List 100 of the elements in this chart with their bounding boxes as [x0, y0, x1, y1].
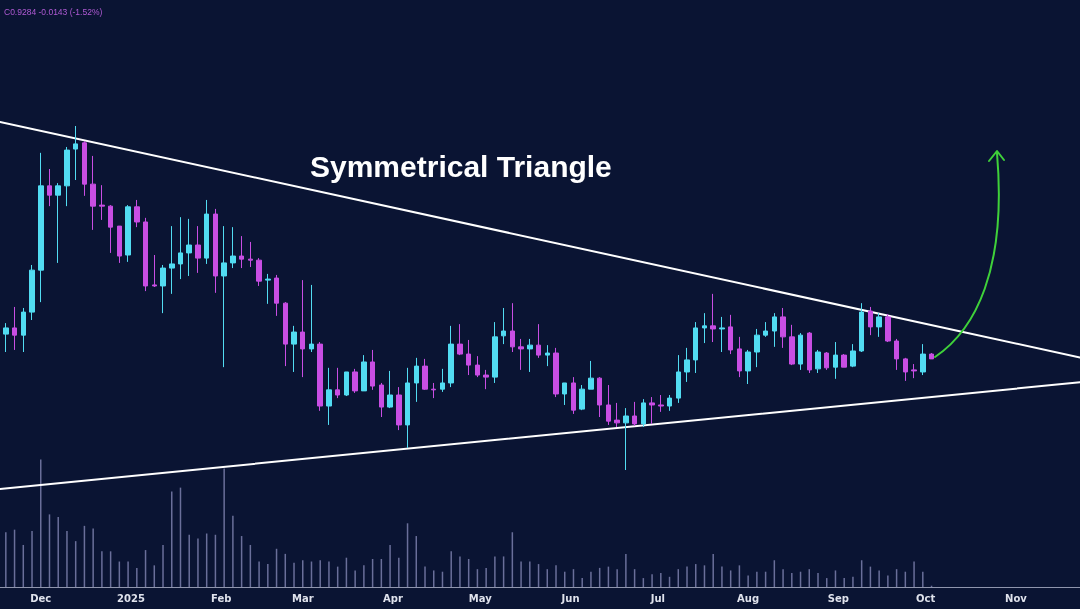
- candlestick: [64, 146, 70, 207]
- candlestick: [920, 343, 926, 376]
- x-tick-label: Jul: [649, 592, 666, 604]
- candlestick: [466, 339, 471, 376]
- candlestick: [632, 401, 637, 427]
- candlestick: [169, 225, 175, 295]
- candlestick: [597, 376, 602, 418]
- candlestick: [379, 382, 384, 418]
- candlestick: [833, 341, 838, 380]
- candlestick: [536, 323, 541, 359]
- candlestick: [876, 312, 882, 338]
- candlestick: [82, 140, 87, 197]
- candlestick: [361, 354, 367, 392]
- candlestick: [73, 125, 78, 181]
- candlestick: [903, 357, 908, 382]
- candlestick: [728, 314, 733, 355]
- candlestick: [772, 312, 777, 348]
- candlestick: [448, 325, 454, 388]
- x-tick-label: Apr: [383, 592, 403, 604]
- x-tick-label: Nov: [1005, 592, 1028, 604]
- candlestick: [317, 341, 323, 412]
- candlestick: [518, 338, 524, 371]
- candlestick: [352, 368, 358, 394]
- candlestick: [221, 225, 227, 368]
- candlestick: [134, 199, 140, 228]
- candlestick: [807, 331, 812, 374]
- x-tick-label: Oct: [916, 592, 936, 604]
- candlestick: [676, 354, 681, 404]
- candlestick: [571, 376, 576, 415]
- candlestick: [99, 184, 105, 221]
- candlestick: [405, 367, 410, 449]
- candlestick: [47, 168, 52, 207]
- candlestick: [492, 321, 498, 384]
- candlestick: [745, 349, 751, 385]
- candlestick: [475, 355, 480, 378]
- text: C0.9284 -0.0143 (-1.52%): [4, 6, 103, 17]
- candlestick: [789, 324, 795, 366]
- candlestick: [929, 352, 934, 360]
- candlestick: [798, 332, 803, 371]
- candlestick: [440, 368, 445, 393]
- candlestick: [90, 155, 96, 231]
- x-tick-label: Feb: [211, 592, 232, 604]
- candlestick: [483, 369, 489, 390]
- candlestick: [178, 216, 183, 280]
- candlestick: [588, 360, 594, 390]
- candlestick: [38, 152, 44, 303]
- candlestick: [693, 321, 698, 374]
- candlestick: [824, 351, 829, 371]
- candlestick: [431, 382, 436, 399]
- candlestick: [911, 363, 917, 379]
- candlestick: [396, 386, 402, 431]
- candlestick: [414, 357, 419, 403]
- candlestick: [125, 204, 131, 263]
- candlestick: [309, 284, 314, 353]
- candlestick: [213, 208, 218, 294]
- candlestick: [658, 394, 664, 413]
- candlestick: [641, 398, 646, 428]
- candlestick: [186, 218, 192, 277]
- candlestick: [29, 264, 35, 321]
- candlestick: [579, 384, 585, 411]
- candlestick: [160, 264, 166, 314]
- candlestick: [108, 204, 113, 254]
- candlestick: [780, 307, 786, 349]
- candlestick: [152, 254, 157, 288]
- candlestick: [894, 338, 899, 371]
- candlestick: [545, 344, 550, 367]
- candlestick: [274, 274, 279, 317]
- candlestick: [422, 358, 428, 391]
- candlestick: [885, 313, 891, 343]
- candlestick: [387, 370, 393, 409]
- candlestick: [283, 301, 288, 367]
- candlestick: [3, 322, 9, 353]
- x-tick-label: Aug: [737, 592, 760, 604]
- candlestick: [527, 338, 533, 373]
- candlestick: [684, 347, 690, 383]
- candlestick: [850, 343, 856, 368]
- x-tick-label: Sep: [827, 592, 849, 604]
- x-tick-label: Mar: [291, 592, 314, 604]
- candlestick: [553, 347, 559, 398]
- candlestick: [606, 384, 611, 426]
- candlestick: [457, 323, 463, 356]
- text: Symmetrical Triangle: [310, 149, 612, 183]
- candlestick: [370, 349, 375, 391]
- candlestick: [21, 307, 26, 353]
- candlestick: [204, 199, 209, 265]
- candlestick: [326, 367, 332, 426]
- candlestick: [737, 336, 742, 378]
- candlestick: [248, 241, 253, 268]
- candlestick: [239, 235, 244, 269]
- candlestick: [291, 325, 297, 373]
- candlestick: [702, 312, 707, 344]
- candlestick: [12, 306, 17, 351]
- candlestick: [510, 302, 515, 353]
- candlestick: [710, 293, 716, 343]
- candlestick: [55, 182, 61, 264]
- candlestick: [195, 225, 201, 274]
- candlestick: [623, 407, 629, 471]
- candlestick: [344, 371, 349, 397]
- candlestick: [719, 316, 725, 353]
- candlestick: [859, 302, 864, 353]
